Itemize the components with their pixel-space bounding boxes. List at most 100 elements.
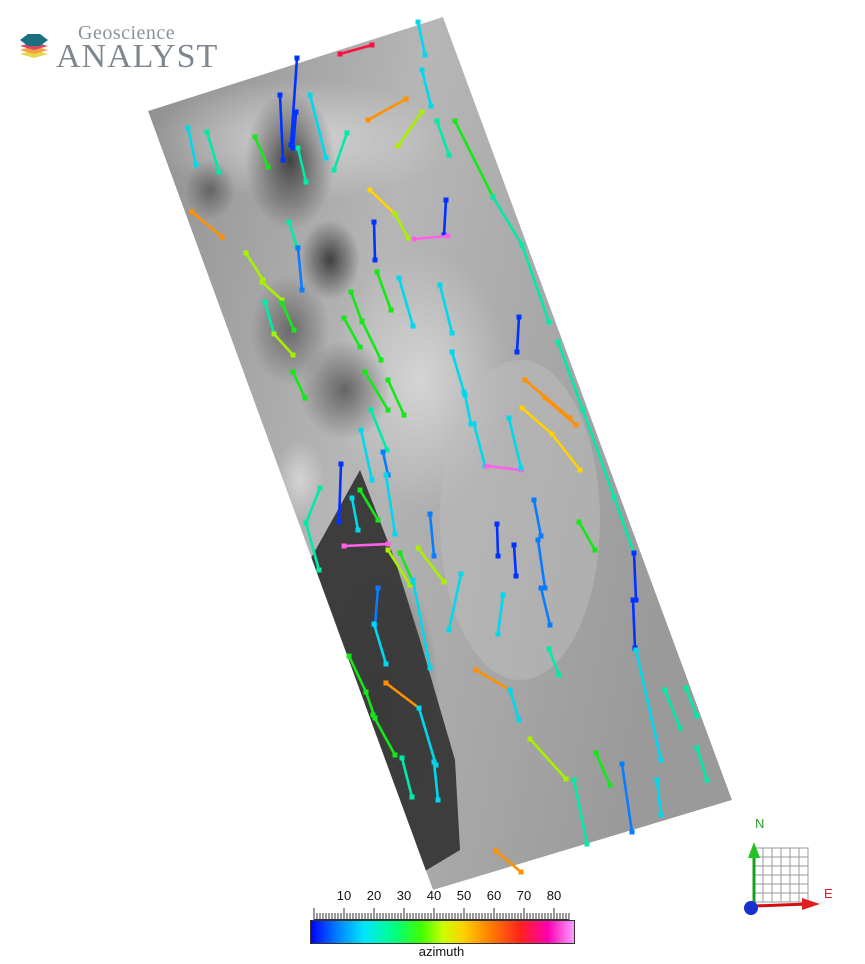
lineament-segment [694, 745, 710, 783]
lineament-segment [252, 134, 271, 170]
lineament-segment [362, 369, 391, 413]
colorbar-gradient [310, 920, 575, 944]
lineament-segment [337, 42, 375, 57]
north-label: N [755, 816, 765, 831]
colorbar-tick-label: 10 [336, 888, 352, 903]
lineament-segment [349, 495, 361, 533]
lineament-segment [549, 431, 583, 473]
lineament-segment [341, 315, 363, 350]
lineament-segment [462, 392, 474, 427]
lineament-segment [383, 472, 398, 537]
lineament-segment [368, 407, 390, 453]
terrain-surface [148, 17, 732, 890]
geoscience-analyst-logo-icon [20, 34, 48, 58]
lineament-segment [506, 415, 524, 471]
colorbar-tick-label: 40 [426, 888, 442, 903]
lineament-segment [392, 211, 411, 241]
lineament-segment [385, 377, 407, 418]
lineament-segment [295, 245, 305, 293]
lineament-segments [185, 19, 710, 875]
lineament-segment [359, 318, 384, 363]
lineament-segment [371, 621, 389, 667]
lineament-segment [538, 585, 553, 628]
lineament-segment [542, 395, 579, 428]
lineament-segment [416, 705, 439, 768]
lineament-segment [336, 461, 344, 525]
lineament-segment [259, 279, 285, 303]
lineament-segment [410, 577, 433, 671]
lineament-segment [204, 129, 222, 175]
lineament-segment [531, 497, 544, 539]
lineament-segment [493, 848, 524, 875]
colorbar-tick-label: 70 [516, 888, 532, 903]
lineament-segment [277, 92, 286, 163]
lineament-segment [535, 537, 548, 591]
lineament-segment [507, 687, 522, 723]
lineament-segment [185, 125, 199, 168]
lineament-segment [654, 777, 664, 818]
lineament-segment [295, 145, 309, 185]
lineament-segment [419, 67, 434, 109]
lineament-segment [411, 233, 451, 242]
lineament-segment [437, 282, 455, 336]
colorbar-tick-label: 60 [486, 888, 502, 903]
lineament-segment [683, 685, 700, 719]
grid-plane-icon [753, 847, 809, 903]
lineament-segment [494, 521, 501, 559]
lineament-segment [303, 520, 322, 573]
lineament-segment [385, 547, 413, 588]
lineament-segment [571, 777, 590, 847]
lineament-segment [371, 219, 378, 263]
lineament-segment [576, 519, 598, 553]
colorbar-tick-label: 80 [546, 888, 562, 903]
lineament-segment [365, 96, 409, 123]
lineament-segment [415, 545, 447, 585]
lineament-segment [415, 19, 428, 58]
lineament-segment [434, 118, 452, 158]
lineament-segment [546, 646, 562, 678]
lineament-segment [374, 269, 394, 313]
colorbar-tick-label: 20 [366, 888, 382, 903]
lineament-segment [662, 687, 683, 731]
lineament-segment [290, 109, 299, 151]
origin-sphere-icon [744, 901, 758, 915]
azimuth-colorbar: 10 20 30 40 50 60 70 80 azimuth [310, 886, 575, 964]
lineament-segment [619, 761, 635, 835]
lineament-segment [449, 349, 467, 395]
lineament-segment [279, 300, 297, 333]
colorbar-title: azimuth [418, 944, 465, 959]
colorbar-tick-labels: 10 20 30 40 50 60 70 80 [310, 886, 575, 906]
lineament-segment [511, 542, 519, 579]
north-arrow-icon [748, 842, 760, 906]
lineament-segment [519, 242, 552, 325]
geoscience-analyst-logo: Geoscience ANALYST [18, 22, 217, 75]
lineament-segment [446, 571, 464, 633]
lineament-segment [631, 550, 639, 603]
lineament-segment [396, 275, 416, 329]
lineament-segment [527, 736, 569, 782]
logo-text-geoscience: Geoscience [78, 22, 176, 44]
lineament-segment [189, 209, 225, 240]
lineament-segment [427, 511, 437, 559]
lineament-segment [307, 92, 329, 161]
lineament-segment [290, 369, 308, 401]
colorbar-tick-marks [313, 908, 570, 920]
lineament-segment [593, 750, 613, 788]
lineament-segment [288, 55, 300, 148]
lineament-segment [331, 130, 350, 173]
east-arrow-icon [753, 898, 820, 910]
lineament-segment [341, 541, 391, 549]
lineament-segment [399, 755, 415, 800]
orientation-gizmo: N E [738, 812, 848, 922]
lineament-segment [395, 109, 425, 149]
lineament-segment [271, 331, 296, 358]
logo-text-analyst: ANALYST [56, 38, 219, 75]
colorbar-tick-label: 50 [456, 888, 472, 903]
lineament-segment [441, 197, 449, 238]
lineament-segment [514, 314, 522, 355]
lineament-segment [357, 487, 381, 523]
lineament-segment [370, 712, 398, 758]
lineament-segment [358, 427, 375, 483]
colorbar-tick-label: 30 [396, 888, 412, 903]
